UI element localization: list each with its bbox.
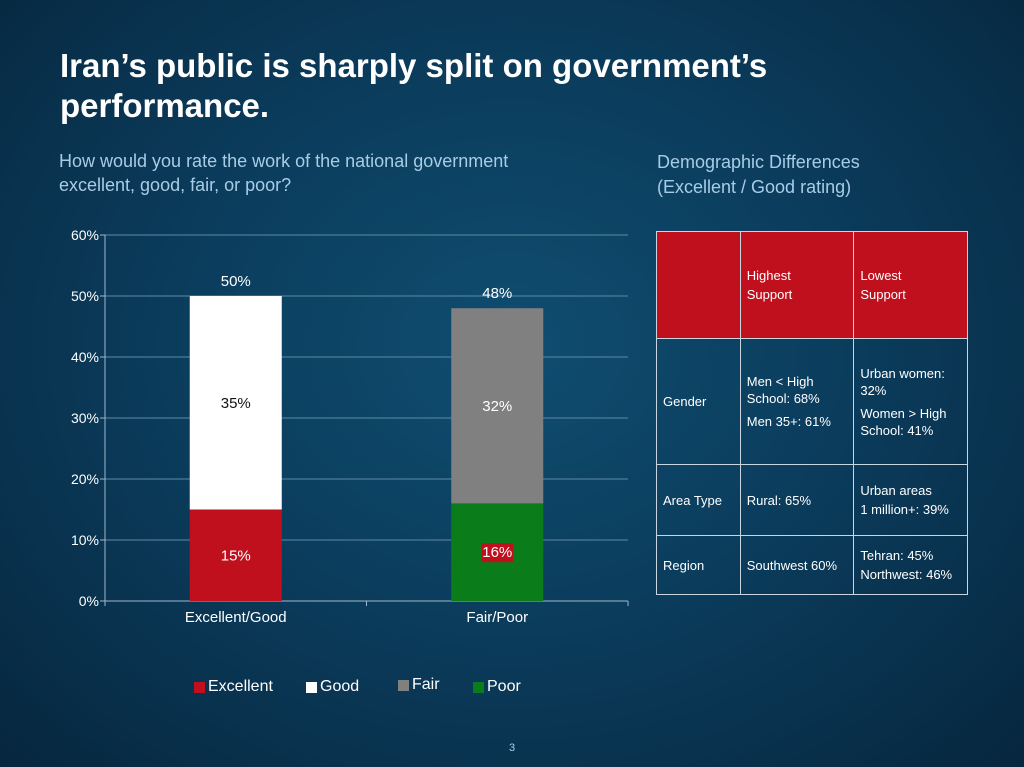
legend-swatch-poor (473, 681, 484, 693)
table-row: Region Southwest 60% Tehran: 45% Northwe… (656, 535, 968, 595)
area-lowest-cell: Urban areas 1 million+: 39% (853, 464, 968, 536)
legend-label-poor: Poor (487, 678, 521, 695)
legend-label-excellent: Excellent (208, 678, 273, 695)
region-highest-cell: Southwest 60% (739, 535, 855, 595)
legend-swatch-good (306, 681, 317, 693)
header-blank-cell (656, 231, 741, 339)
row-label-region: Region (656, 535, 741, 595)
data-label-fair: 32% (482, 398, 512, 415)
legend-swatch-fair (398, 679, 409, 691)
survey-question: How would you rate the work of the natio… (59, 149, 619, 197)
area-highest-cell: Rural: 65% (739, 464, 855, 536)
legend-item-fair: Fair (398, 676, 440, 694)
page-number: 3 (508, 742, 516, 754)
region-lowest-a: Tehran: 45% (860, 548, 934, 563)
header-highest-line-1: Highest (746, 268, 791, 283)
header-highest-line-2: Support (746, 287, 793, 302)
slide-title: Iran’s public is sharply split on govern… (60, 46, 960, 126)
y-tick-label: 50% (71, 288, 99, 304)
data-label-poor: 16% (482, 544, 512, 561)
table-header-row: Highest Support Lowest Support (656, 231, 968, 339)
bar-good (189, 296, 282, 510)
demographics-table: Highest Support Lowest Support Gender Me… (656, 231, 968, 595)
x-category-label: Excellent/Good (185, 609, 287, 626)
legend-item-excellent: Excellent (194, 678, 273, 696)
y-tick-label: 60% (71, 227, 99, 243)
survey-question-line-2: excellent, good, fair, or poor? (59, 175, 292, 195)
total-label: 50% (221, 273, 251, 290)
y-tick-label: 0% (79, 593, 99, 609)
legend-item-good: Good (306, 678, 359, 696)
legend-swatch-excellent (194, 681, 205, 693)
table-row: Area Type Rural: 65% Urban areas 1 milli… (656, 464, 968, 536)
data-label-bg (481, 543, 514, 563)
chart-legend: Excellent Good Fair Poor (0, 676, 1024, 702)
area-lowest-a: Urban areas (860, 483, 932, 498)
x-category-label: Fair/Poor (466, 609, 528, 626)
demographics-heading-line-2: (Excellent / Good rating) (657, 177, 852, 197)
legend-label-good: Good (320, 678, 360, 695)
bar-fair (451, 308, 544, 504)
data-label-excellent: 15% (221, 547, 251, 564)
row-label-gender: Gender (656, 338, 741, 465)
header-highest-support: Highest Support (739, 231, 855, 339)
region-highest-a: Southwest 60% (746, 557, 838, 573)
demographics-heading-line-1: Demographic Differences (657, 152, 860, 172)
header-lowest-support: Lowest Support (853, 231, 968, 339)
gender-highest-a: Men < High School: 68% (746, 374, 820, 406)
demographics-heading: Demographic Differences (Excellent / Goo… (657, 150, 987, 200)
row-label-area-type: Area Type (656, 464, 741, 536)
region-lowest-cell: Tehran: 45% Northwest: 46% (853, 535, 968, 595)
y-tick-label: 10% (71, 532, 99, 548)
region-lowest-b: Northwest: 46% (860, 567, 953, 582)
header-lowest-line-1: Lowest (860, 268, 902, 283)
slide-title-line-2: performance. (60, 87, 270, 124)
gender-lowest-b: Women > High School: 41% (860, 405, 947, 438)
legend-label-fair: Fair (412, 676, 440, 693)
gender-highest-cell: Men < High School: 68% Men 35+: 61% (739, 338, 855, 465)
slide-title-line-1: Iran’s public is sharply split on govern… (60, 47, 768, 84)
gender-lowest-a: Urban women: 32% (860, 365, 945, 398)
total-label: 48% (482, 285, 512, 302)
bar-excellent (189, 509, 282, 601)
header-lowest-line-2: Support (860, 287, 906, 302)
area-highest-a: Rural: 65% (746, 492, 812, 508)
table-row: Gender Men < High School: 68% Men 35+: 6… (656, 338, 968, 465)
area-lowest-b: 1 million+: 39% (860, 502, 949, 517)
y-tick-label: 30% (71, 410, 99, 426)
y-tick-label: 40% (71, 349, 99, 365)
gender-lowest-cell: Urban women: 32% Women > High School: 41… (853, 338, 968, 465)
y-tick-label: 20% (71, 471, 99, 487)
survey-question-line-1: How would you rate the work of the natio… (59, 151, 509, 171)
data-label-good: 35% (221, 395, 251, 412)
legend-item-poor: Poor (473, 678, 521, 696)
gender-highest-b: Men 35+: 61% (746, 414, 831, 429)
